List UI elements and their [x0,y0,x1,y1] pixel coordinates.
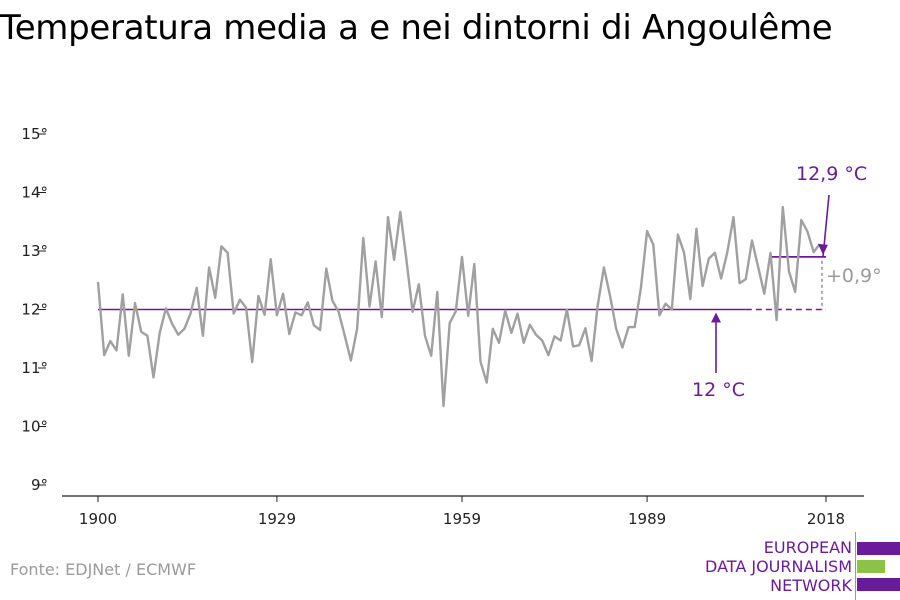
recent-arrowhead [818,243,828,255]
source-note: Fonte: EDJNet / ECMWF [10,560,197,579]
y-tick-label: 12° [21,301,48,319]
temperature-series-line [96,205,821,408]
logo-bar-green [857,560,885,573]
baseline-arrowhead [711,312,721,323]
logo-bar-purple-bottom [857,578,900,591]
series-group [96,205,821,408]
x-tick-label: 1929 [258,510,296,528]
y-tick-label: 10° [21,418,48,436]
x-tick-label: 1959 [443,510,481,528]
logo-line-3: NETWORK [770,576,852,595]
x-tick-label: 2018 [807,510,845,528]
edjnet-logo: EUROPEAN DATA JOURNALISM NETWORK [700,532,900,600]
logo-bar-purple-top [857,542,900,555]
y-tick-label: 15° [21,125,48,143]
recent-average-label: 12,9 °C [796,163,867,185]
logo-line-1: EUROPEAN [763,538,852,557]
y-tick-label: 13° [21,242,48,260]
y-tick-label: 14° [21,184,48,202]
y-tick-label: 9° [31,476,48,494]
chart-title: Temperatura media a e nei dintorni di An… [0,8,833,48]
baseline-label: 12 °C [692,379,745,401]
logo-divider [855,532,856,600]
y-axis-ticks: 9° 10° 11° 12° 13° 14° 15° [21,125,48,494]
logo-line-2: DATA JOURNALISM [705,557,852,576]
delta-label: +0,9° [826,265,882,287]
x-axis: 1900 1929 1959 1989 2018 [62,495,864,528]
y-tick-label: 11° [21,359,48,377]
annotations: 12 °C 12,9 °C +0,9° [692,163,882,401]
x-tick-label: 1989 [628,510,666,528]
x-tick-label: 1900 [79,510,117,528]
